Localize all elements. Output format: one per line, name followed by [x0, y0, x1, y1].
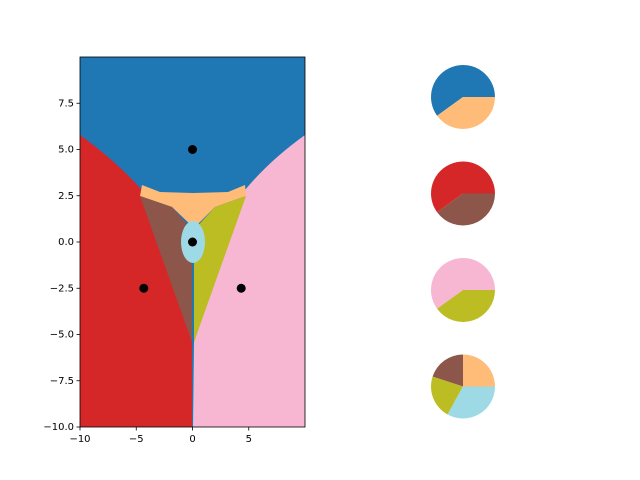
pie-wedge — [431, 65, 495, 116]
pie-wedge — [463, 354, 495, 387]
region — [194, 196, 246, 342]
axes-frame — [79, 56, 306, 428]
region — [140, 196, 192, 342]
regions — [80, 57, 305, 427]
pie-wedge — [431, 258, 495, 309]
pie-wedge — [437, 290, 495, 323]
x-tick-label: −5 — [129, 434, 144, 445]
point — [188, 237, 197, 247]
pie-wedge — [431, 376, 463, 415]
y-tick-label: 7.5 — [58, 98, 74, 109]
y-tick-label: 5.0 — [58, 145, 74, 156]
region — [193, 135, 305, 427]
y-tick-label: −5.0 — [50, 330, 74, 341]
y-tick-label: 2.5 — [58, 191, 74, 202]
region — [80, 135, 192, 427]
pie-wedge — [431, 161, 495, 213]
y-tick-label: −10.0 — [43, 422, 74, 433]
pie-wedge — [432, 354, 463, 387]
y-tick-label: −7.5 — [50, 376, 74, 387]
y-tick-label: −2.5 — [50, 283, 74, 294]
pie-wedge — [447, 386, 495, 419]
x-tick-label: 0 — [189, 434, 195, 445]
x-tick-label: 5 — [246, 434, 252, 445]
region — [140, 185, 246, 228]
point — [188, 145, 197, 154]
y-tick-label: 0.0 — [58, 237, 74, 248]
point — [139, 283, 149, 293]
pie-wedge — [437, 97, 495, 129]
pie-wedge — [437, 193, 495, 226]
x-tick-label: −10 — [69, 434, 90, 445]
point — [236, 283, 246, 293]
